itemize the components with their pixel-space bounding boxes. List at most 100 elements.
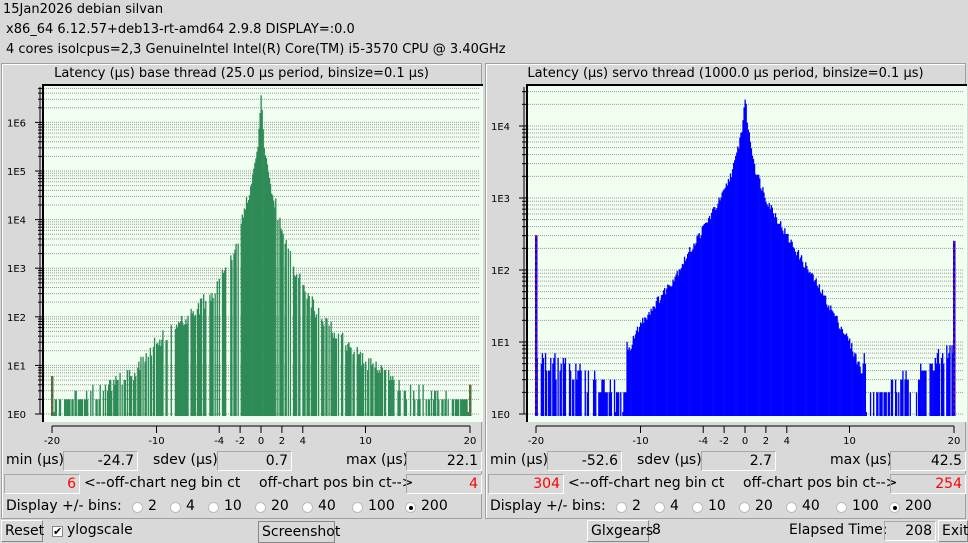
histogram-bar — [409, 384, 412, 416]
histogram-bar — [676, 270, 678, 416]
y-tick-label: 1E3 — [491, 194, 510, 205]
histogram-bar — [883, 392, 885, 416]
histogram-bar — [624, 392, 626, 416]
histogram-bar — [735, 155, 737, 416]
histogram-bar — [850, 348, 852, 416]
histogram-bar — [313, 311, 316, 416]
histogram-bar — [196, 308, 199, 416]
y-tick-label: 1E4 — [7, 216, 26, 227]
bins-radio-2[interactable] — [616, 502, 627, 513]
histogram-bar — [674, 276, 676, 416]
histogram-bar — [378, 370, 380, 416]
bins-radio-40[interactable] — [786, 502, 797, 513]
histogram-bar — [734, 160, 736, 416]
histogram-bar — [425, 399, 427, 416]
bins-radio-4[interactable] — [654, 502, 665, 513]
sdev-value: 0.7 — [217, 451, 292, 471]
histogram-bar — [428, 399, 431, 416]
histogram-bar — [268, 178, 271, 416]
histogram-bar — [279, 217, 281, 416]
histogram-bar — [858, 361, 860, 416]
histogram-bar — [454, 399, 457, 416]
histogram-bar — [845, 333, 848, 416]
histogram-bar — [924, 370, 926, 416]
histogram-bar — [162, 330, 164, 416]
histogram-bar — [114, 384, 116, 416]
histogram-bar — [864, 363, 866, 416]
histogram-bar — [699, 238, 701, 416]
histogram-bar — [463, 399, 465, 416]
offchart-pos-bar — [953, 240, 956, 416]
histogram-bar — [573, 379, 575, 416]
histogram-bar — [722, 190, 724, 416]
histogram-bar — [750, 148, 753, 416]
histogram-bar — [667, 284, 669, 416]
bins-radio-2[interactable] — [132, 502, 143, 513]
histogram-bar — [123, 380, 125, 416]
x-tick-label: -10 — [148, 436, 164, 444]
histogram-bar — [608, 392, 610, 416]
histogram-bar — [185, 319, 187, 416]
histogram-bar — [616, 392, 619, 416]
bins-radio-4[interactable] — [170, 502, 181, 513]
histogram-bar — [74, 390, 76, 416]
histogram-bar — [81, 399, 84, 416]
histogram-bar — [793, 248, 795, 416]
histogram-bar — [732, 163, 735, 416]
histogram-bar — [303, 285, 305, 416]
histogram-bar — [915, 392, 918, 416]
histogram-bar — [544, 353, 547, 416]
histogram-bar — [152, 346, 155, 416]
histogram-bar — [308, 296, 310, 416]
histogram-bar — [946, 345, 948, 416]
histogram-bar — [108, 380, 111, 416]
histogram-bar — [362, 363, 365, 416]
histogram-bar — [224, 267, 227, 416]
histogram-bar — [113, 380, 115, 416]
bins-radio-20[interactable] — [739, 502, 750, 513]
histogram-bar — [580, 370, 582, 416]
exit-button[interactable]: Exit — [938, 520, 968, 542]
histogram-bar — [599, 392, 601, 416]
histogram-bar — [661, 294, 664, 416]
histogram-bar — [292, 266, 295, 416]
histogram-bar — [613, 379, 616, 416]
histogram-bar — [186, 323, 188, 416]
bins-radio-label: 100 — [852, 498, 879, 514]
histogram-bar — [96, 399, 98, 416]
histogram-bar — [58, 399, 61, 416]
histogram-bar — [389, 380, 391, 416]
bins-radio-10[interactable] — [208, 502, 219, 513]
header-line-2: x86_64 6.12.57+deb13-rt-amd64 2.9.8 DISP… — [6, 22, 355, 37]
histogram-bar — [680, 267, 683, 416]
ylogscale-checkbox[interactable]: ✔ — [52, 525, 63, 538]
histogram-bar — [688, 252, 690, 416]
bins-radio-200[interactable] — [405, 502, 416, 513]
histogram-bar — [940, 357, 943, 416]
histogram-bar — [462, 399, 464, 416]
histogram-bar — [848, 338, 851, 416]
bins-radio-200[interactable] — [889, 502, 900, 513]
glxgears-button[interactable]: Glxgears — [587, 520, 653, 542]
histogram-bar — [770, 205, 772, 416]
histogram-bar — [180, 321, 182, 416]
histogram-bar — [744, 99, 746, 416]
reset-button[interactable]: Reset — [1, 520, 44, 542]
bins-radio-40[interactable] — [302, 502, 313, 513]
bins-radio-label: 10 — [224, 498, 242, 514]
histogram-bar — [764, 197, 766, 416]
histogram-bar — [575, 363, 577, 416]
histogram-bar — [237, 243, 239, 416]
histogram-bar — [265, 158, 268, 416]
histogram-bar — [626, 342, 628, 416]
histogram-bar — [888, 392, 891, 416]
screenshot-button[interactable]: Screenshot — [258, 521, 340, 543]
histogram-bar — [98, 399, 100, 416]
histogram-bar — [739, 137, 741, 416]
bins-radio-20[interactable] — [255, 502, 266, 513]
bins-radio-100[interactable] — [836, 502, 847, 513]
bins-radio-100[interactable] — [352, 502, 363, 513]
bins-radio-label: 40 — [802, 498, 820, 514]
bins-radio-10[interactable] — [692, 502, 703, 513]
